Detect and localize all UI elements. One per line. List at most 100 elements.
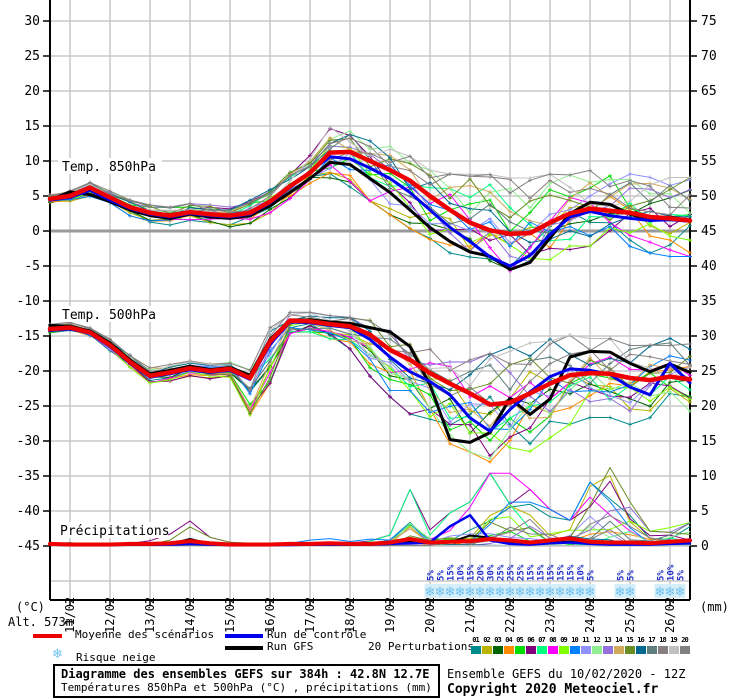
axes	[43, 0, 697, 606]
snow-percent-label: 25%	[497, 564, 507, 581]
perturbation-color-swatch	[602, 646, 613, 654]
svg-text:22/02: 22/02	[503, 597, 517, 633]
snow-percent-label: 15%	[447, 564, 457, 581]
series-mean-850	[47, 149, 693, 237]
perturbation-member: 17	[646, 636, 657, 654]
svg-text:60: 60	[701, 119, 717, 134]
svg-text:-40: -40	[17, 504, 40, 519]
svg-text:15/02: 15/02	[223, 597, 237, 633]
svg-text:15: 15	[701, 434, 717, 449]
snowflake-icon: ❄	[675, 585, 686, 600]
perturbation-color-swatch	[679, 646, 690, 654]
snowflake-icon: ❄	[655, 585, 666, 600]
perturbation-color-swatch	[624, 646, 635, 654]
snow-percent-label: 15%	[567, 564, 577, 581]
snow-percent-label: 15%	[467, 564, 477, 581]
snowflake-icon: ❄	[535, 585, 546, 600]
svg-text:17/02: 17/02	[303, 597, 317, 633]
series-gfs-850	[48, 160, 692, 271]
perturbation-color-swatch	[503, 646, 514, 654]
copyright: Copyright 2020 Meteociel.fr	[447, 682, 659, 697]
perturbation-member: 07	[536, 636, 547, 654]
perturbation-member: 20	[679, 636, 690, 654]
perturbation-number: 04	[505, 636, 513, 644]
svg-text:45: 45	[701, 224, 717, 239]
snowflake-icon: ❄	[495, 585, 506, 600]
snow-risk-legend-label: Risque neige	[76, 651, 156, 664]
svg-text:20: 20	[701, 399, 717, 414]
snow-percent-label: 5%	[617, 570, 627, 581]
perturbation-member: 04	[503, 636, 514, 654]
svg-text:12/02: 12/02	[103, 597, 117, 633]
snowflake-icon: ❄	[525, 585, 536, 600]
svg-text:30: 30	[24, 14, 40, 29]
run-info: Ensemble GEFS du 10/02/2020 - 12Z	[447, 667, 686, 681]
perturbation-number: 07	[538, 636, 546, 644]
svg-text:10: 10	[24, 154, 40, 169]
diagram-subtitle: Températures 850hPa et 500hPa (°C) , pré…	[61, 681, 432, 694]
snow-percent-label: 5%	[437, 570, 447, 581]
snowflake-icon: ❄	[555, 585, 566, 600]
perturbation-member: 16	[635, 636, 646, 654]
perturbation-number: 16	[637, 636, 645, 644]
svg-text:25: 25	[24, 49, 40, 64]
snowflake-icon: ❄	[485, 585, 496, 600]
svg-text:14/02: 14/02	[183, 597, 197, 633]
perturbation-member: 08	[547, 636, 558, 654]
snow-percent-label: 15%	[557, 564, 567, 581]
perturbation-member: 14	[613, 636, 624, 654]
snow-percent-label: 5%	[587, 570, 597, 581]
svg-text:26/02: 26/02	[663, 597, 677, 633]
svg-text:65: 65	[701, 84, 717, 99]
snowflake-icon: ❄	[615, 585, 626, 600]
right-axis-unit: (mm)	[700, 600, 729, 614]
svg-text:-25: -25	[17, 399, 40, 414]
snowflake-icon: ❄	[545, 585, 556, 600]
diagram-info-box: Diagramme des ensembles GEFS sur 384h : …	[53, 664, 440, 698]
svg-text:10: 10	[701, 469, 717, 484]
perturbation-number: 11	[582, 636, 590, 644]
perturbation-member: 10	[569, 636, 580, 654]
perturbation-number: 15	[626, 636, 634, 644]
svg-text:-15: -15	[17, 329, 40, 344]
member-markers	[48, 136, 692, 219]
snowflake-icon: ❄	[465, 585, 476, 600]
perturbation-color-swatch	[657, 646, 668, 654]
perturbation-color-swatch	[591, 646, 602, 654]
perturbation-color-swatch	[525, 646, 536, 654]
altitude-label: Alt. 573m	[8, 615, 74, 629]
perturbation-member: 03	[492, 636, 503, 654]
perturbation-member: 06	[525, 636, 536, 654]
svg-text:70: 70	[701, 49, 717, 64]
member-line	[49, 323, 691, 445]
series-mean-500	[47, 318, 693, 407]
mean-legend-label: Moyenne des scénarios	[75, 628, 215, 641]
perturbation-number: 19	[670, 636, 678, 644]
perturbation-color-swatch	[547, 646, 558, 654]
perturbation-member: 02	[481, 636, 492, 654]
perturbations-swatches: 01 02 03 04 05 06 07 08 09 10 11 12 13 14 15 16 17 18 19 20	[470, 636, 690, 654]
svg-text:21/02: 21/02	[463, 597, 477, 633]
perturbation-number: 13	[604, 636, 612, 644]
snow-percent-label: 5%	[677, 570, 687, 581]
perturbation-member: 19	[668, 636, 679, 654]
svg-text:-5: -5	[24, 259, 40, 274]
series-mean-precip	[48, 536, 692, 547]
perturbation-number: 09	[560, 636, 568, 644]
mean-line-swatch	[33, 634, 62, 638]
svg-text:11/02: 11/02	[63, 597, 77, 633]
perturbation-member: 11	[580, 636, 591, 654]
snow-percent-label: 5%	[427, 570, 437, 581]
snow-percent-label: 10%	[457, 564, 467, 581]
svg-text:5: 5	[32, 189, 40, 204]
snow-percent-label: 15%	[527, 564, 537, 581]
snowflake-icon: ❄	[515, 585, 526, 600]
svg-text:0: 0	[32, 224, 40, 239]
perturbation-number: 03	[494, 636, 502, 644]
snow-percent-label: 5%	[627, 570, 637, 581]
gfs-line-swatch	[225, 646, 263, 650]
perturbation-color-swatch	[613, 646, 624, 654]
perturbation-member: 09	[558, 636, 569, 654]
svg-text:35: 35	[701, 294, 717, 309]
